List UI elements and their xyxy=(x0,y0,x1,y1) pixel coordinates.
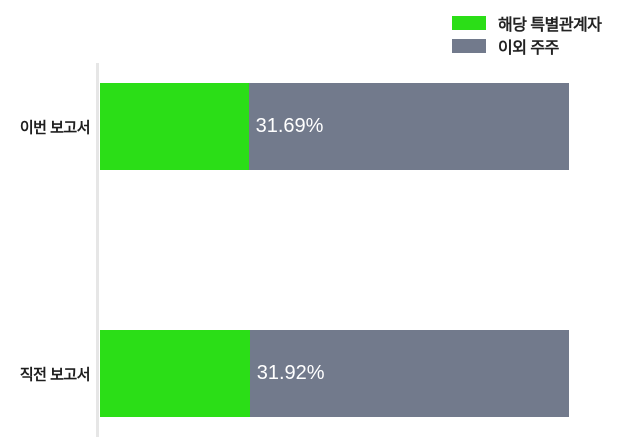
bar-row-current-report: 이번 보고서 31.69% xyxy=(0,83,628,170)
bar-segment-special-related-party xyxy=(100,330,250,417)
legend-item-special-related-party: 해당 특별관계자 xyxy=(452,13,602,34)
bar-segment-special-related-party xyxy=(100,83,249,170)
stacked-bar: 31.92% xyxy=(100,330,569,417)
bar-segment-other-shareholders: 31.92% xyxy=(249,330,569,417)
legend-swatch-gray xyxy=(452,39,486,53)
stacked-bar: 31.69% xyxy=(100,83,569,170)
legend: 해당 특별관계자 이외 주주 xyxy=(452,13,602,57)
bar-value-label: 31.69% xyxy=(255,115,324,137)
legend-label: 이외 주주 xyxy=(498,40,559,57)
bar-value-label: 31.92% xyxy=(256,362,325,384)
legend-item-other-shareholders: 이외 주주 xyxy=(452,36,602,57)
y-axis-line xyxy=(96,63,99,437)
category-label: 직전 보고서 xyxy=(19,366,91,383)
legend-label: 해당 특별관계자 xyxy=(498,17,602,34)
bar-row-previous-report: 직전 보고서 31.92% xyxy=(0,330,628,417)
legend-swatch-green xyxy=(452,16,486,30)
bar-segment-other-shareholders: 31.69% xyxy=(248,83,569,170)
category-label: 이번 보고서 xyxy=(19,119,91,136)
